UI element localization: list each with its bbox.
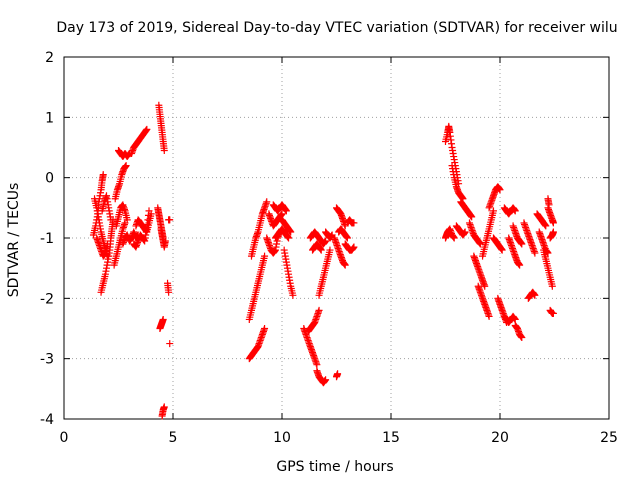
data-point — [531, 249, 539, 257]
data-points — [89, 101, 557, 420]
x-tick-labels: 0 5 10 15 20 25 — [60, 430, 618, 446]
data-point — [489, 207, 497, 215]
y-tick-labels: -4 -3 -2 -1 0 1 2 — [40, 50, 54, 428]
data-point — [123, 216, 131, 224]
data-point — [287, 228, 295, 236]
data-point — [261, 325, 269, 332]
x-axis-label: GPS time / hours — [276, 459, 393, 475]
data-point — [282, 207, 290, 215]
data-point — [548, 282, 556, 290]
data-point — [518, 334, 526, 342]
data-point — [498, 246, 506, 254]
data-point — [549, 219, 557, 227]
data-point — [485, 312, 493, 320]
data-point — [496, 186, 504, 194]
data-point — [322, 376, 330, 384]
data-point — [160, 147, 168, 155]
y-tick-label: -4 — [40, 412, 54, 428]
data-point — [511, 315, 519, 323]
data-point — [263, 198, 271, 206]
data-point — [531, 291, 539, 299]
x-tick-label: 0 — [60, 430, 69, 446]
y-tick-label: -1 — [40, 231, 54, 247]
data-point — [166, 340, 174, 348]
y-axis-label: SDTVAR / TECUs — [6, 183, 22, 298]
data-point — [516, 261, 524, 269]
data-point — [544, 249, 552, 257]
data-point — [317, 246, 325, 254]
data-point — [315, 306, 323, 314]
data-point — [143, 125, 151, 133]
data-point — [165, 288, 173, 296]
data-point — [450, 234, 458, 242]
data-point — [289, 291, 297, 299]
axis-ticks — [63, 56, 610, 420]
x-tick-label: 10 — [273, 430, 291, 446]
data-point — [322, 237, 330, 245]
data-point — [278, 210, 286, 218]
data-point — [468, 213, 476, 221]
data-point — [285, 234, 293, 242]
x-tick-label: 15 — [382, 430, 400, 446]
y-tick-label: 2 — [45, 50, 54, 66]
data-point — [122, 162, 130, 170]
data-point — [549, 228, 557, 236]
data-point — [481, 282, 489, 290]
data-point — [350, 219, 358, 227]
data-point — [334, 370, 342, 378]
data-point — [145, 207, 153, 215]
data-point — [461, 228, 469, 236]
data-point — [476, 240, 484, 248]
x-tick-label: 5 — [169, 430, 178, 446]
data-point — [160, 403, 168, 411]
data-point — [166, 216, 174, 224]
data-point — [261, 252, 269, 260]
y-tick-label: -3 — [40, 352, 54, 368]
data-point — [161, 237, 169, 245]
data-point — [518, 240, 526, 248]
data-point — [341, 261, 349, 269]
data-point — [542, 222, 550, 230]
data-point — [107, 216, 115, 224]
data-point — [545, 201, 553, 209]
y-tick-label: -2 — [40, 291, 54, 307]
data-point — [159, 315, 167, 323]
y-tick-label: 0 — [45, 171, 54, 187]
data-point — [343, 234, 351, 242]
data-point — [549, 309, 557, 317]
data-point — [313, 361, 321, 369]
data-point — [350, 243, 358, 251]
x-tick-label: 20 — [491, 430, 509, 446]
data-point — [511, 207, 519, 215]
y-tick-label: 1 — [45, 110, 54, 126]
data-point — [326, 246, 334, 254]
x-tick-label: 25 — [600, 430, 618, 446]
chart-title: Day 173 of 2019, Sidereal Day-to-day VTE… — [56, 20, 617, 36]
data-point — [99, 171, 107, 179]
